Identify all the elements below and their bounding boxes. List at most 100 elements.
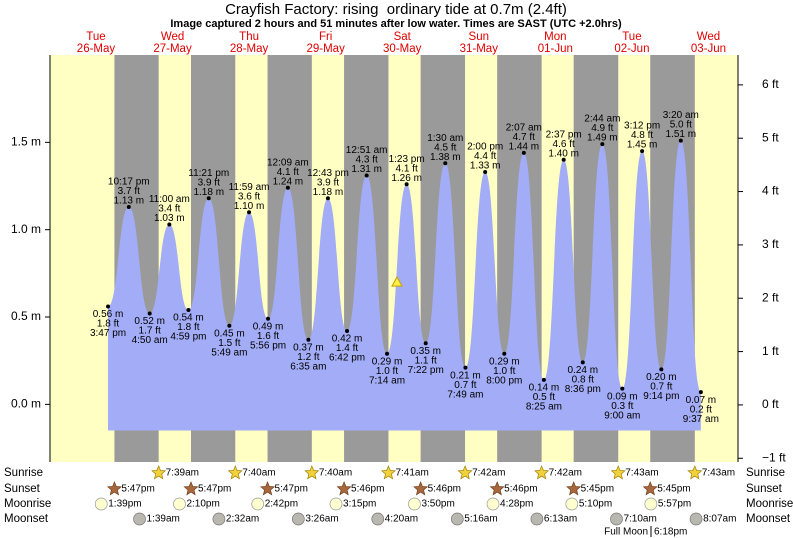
extreme-label: 7:22 pm — [408, 365, 444, 376]
y2-tick-label: 4 ft — [762, 184, 779, 198]
extreme-label: 0.29 m — [489, 356, 520, 367]
sunset-icon — [566, 481, 582, 496]
extreme-dot — [620, 386, 625, 391]
extreme-label: 3:47 pm — [90, 328, 126, 339]
day-name: Fri — [319, 31, 332, 43]
current-tide-marker — [391, 276, 403, 287]
extreme-label: 0.56 m — [93, 309, 124, 320]
extreme-label: 1.7 ft — [139, 326, 161, 337]
extreme-dot — [147, 311, 152, 316]
extreme-label: 0.24 m — [567, 365, 598, 376]
sunset-time: 5:46pm — [428, 484, 461, 495]
extreme-dot — [227, 323, 232, 328]
extreme-label: 0.54 m — [173, 313, 204, 324]
sunrise-time: 7:43am — [625, 468, 658, 479]
sunset-icon — [413, 481, 429, 496]
sunset-time: 5:47pm — [121, 484, 154, 495]
sunset-time: 5:45pm — [657, 484, 690, 495]
extreme-label: 0.20 m — [646, 372, 677, 383]
extreme-label: 10:17 pm — [108, 177, 150, 188]
moonset-icon — [371, 512, 385, 526]
extreme-dot — [206, 196, 211, 201]
sunset-icon — [642, 481, 658, 496]
extreme-label: 1.13 m — [113, 196, 144, 207]
day-name: Wed — [697, 31, 720, 43]
extreme-dot — [247, 210, 252, 215]
moonset-time: 1:39am — [147, 514, 180, 525]
sunset-icon — [183, 481, 199, 496]
extreme-dot — [463, 365, 468, 370]
extreme-label: 3:20 am — [663, 110, 699, 121]
extreme-label: 3.4 ft — [158, 204, 180, 215]
moonset-icon — [133, 512, 146, 526]
extreme-label: 6:35 am — [290, 361, 326, 372]
extreme-label: 1.49 m — [587, 133, 618, 144]
extreme-dot — [580, 360, 585, 365]
moonrise-icon — [173, 497, 186, 511]
extreme-label: 0.2 ft — [690, 404, 712, 415]
extreme-label: 0.21 m — [450, 370, 481, 381]
day-name: Wed — [161, 31, 184, 43]
extreme-label: 9:00 am — [604, 410, 640, 421]
sunrise-icon — [304, 465, 320, 480]
moonrise-icon — [644, 497, 658, 511]
extreme-label: 4.9 ft — [591, 123, 613, 134]
day-name: Mon — [544, 31, 566, 43]
day-date: 26-May — [77, 43, 116, 55]
y-tick-label: 0.5 m — [11, 309, 41, 323]
sunset-time: 5:47pm — [198, 484, 231, 495]
sunrise-icon — [534, 465, 550, 480]
row-label: Moonset — [746, 513, 791, 525]
sunrise-time: 7:43am — [702, 468, 735, 479]
extreme-dot — [483, 170, 488, 175]
sunset-time: 5:47pm — [275, 484, 308, 495]
extreme-label: 1.31 m — [351, 164, 382, 175]
y2-tick-label: 2 ft — [762, 290, 779, 304]
day-name: Sat — [394, 31, 412, 43]
y2-tick-label: 1 ft — [762, 344, 779, 358]
extreme-label: 1.44 m — [509, 141, 540, 152]
extreme-label: 5.0 ft — [670, 120, 692, 131]
day-date: 31-May — [460, 43, 499, 55]
row-label: Sunset — [4, 483, 41, 495]
extreme-label: 2:37 pm — [546, 129, 582, 140]
moonset-icon — [689, 512, 703, 526]
sunrise-icon — [227, 465, 243, 480]
chart-subtitle: Image captured 2 hours and 51 minutes af… — [170, 18, 622, 30]
extreme-label: 0.5 ft — [533, 392, 555, 403]
sunrise-time: 7:42am — [472, 468, 505, 479]
extreme-dot — [659, 367, 664, 372]
moonset-time: 4:20am — [385, 514, 418, 525]
extreme-label: 1.24 m — [273, 176, 304, 187]
moonset-icon — [610, 512, 623, 526]
day-date: 30-May — [383, 43, 422, 55]
extreme-dot — [678, 138, 683, 143]
moonrise-time: 2:42pm — [265, 499, 298, 510]
extreme-label: 0.07 m — [686, 395, 717, 406]
day-date: 27-May — [153, 43, 192, 55]
moonset-time: 7:10am — [623, 514, 656, 525]
extreme-label: 9:37 am — [683, 414, 719, 425]
moonset-time: 6:13am — [544, 514, 577, 525]
moonset-icon — [530, 512, 544, 526]
extreme-label: 7:14 am — [369, 375, 405, 386]
extreme-label: 1.0 ft — [493, 366, 515, 377]
extreme-label: 0.14 m — [529, 383, 560, 394]
moonrise-icon — [329, 497, 343, 511]
day-date: 02-Jun — [614, 43, 649, 55]
extreme-label: 4.8 ft — [631, 130, 653, 141]
extreme-dot — [521, 150, 526, 155]
y2-tick-label: 0 ft — [762, 397, 779, 411]
extreme-label: 2:07 am — [506, 122, 542, 133]
extreme-label: 4.3 ft — [356, 155, 378, 166]
extreme-dot — [698, 390, 703, 395]
extreme-label: 8:25 am — [526, 402, 562, 413]
moonrise-icon — [486, 497, 500, 511]
y-tick-label: 1.5 m — [11, 135, 41, 149]
extreme-dot — [364, 173, 369, 178]
moonrise-time: 4:28pm — [500, 499, 533, 510]
day-date: 03-Jun — [691, 43, 726, 55]
extreme-label: 0.3 ft — [611, 401, 633, 412]
moonrise-time: 3:15pm — [343, 499, 376, 510]
